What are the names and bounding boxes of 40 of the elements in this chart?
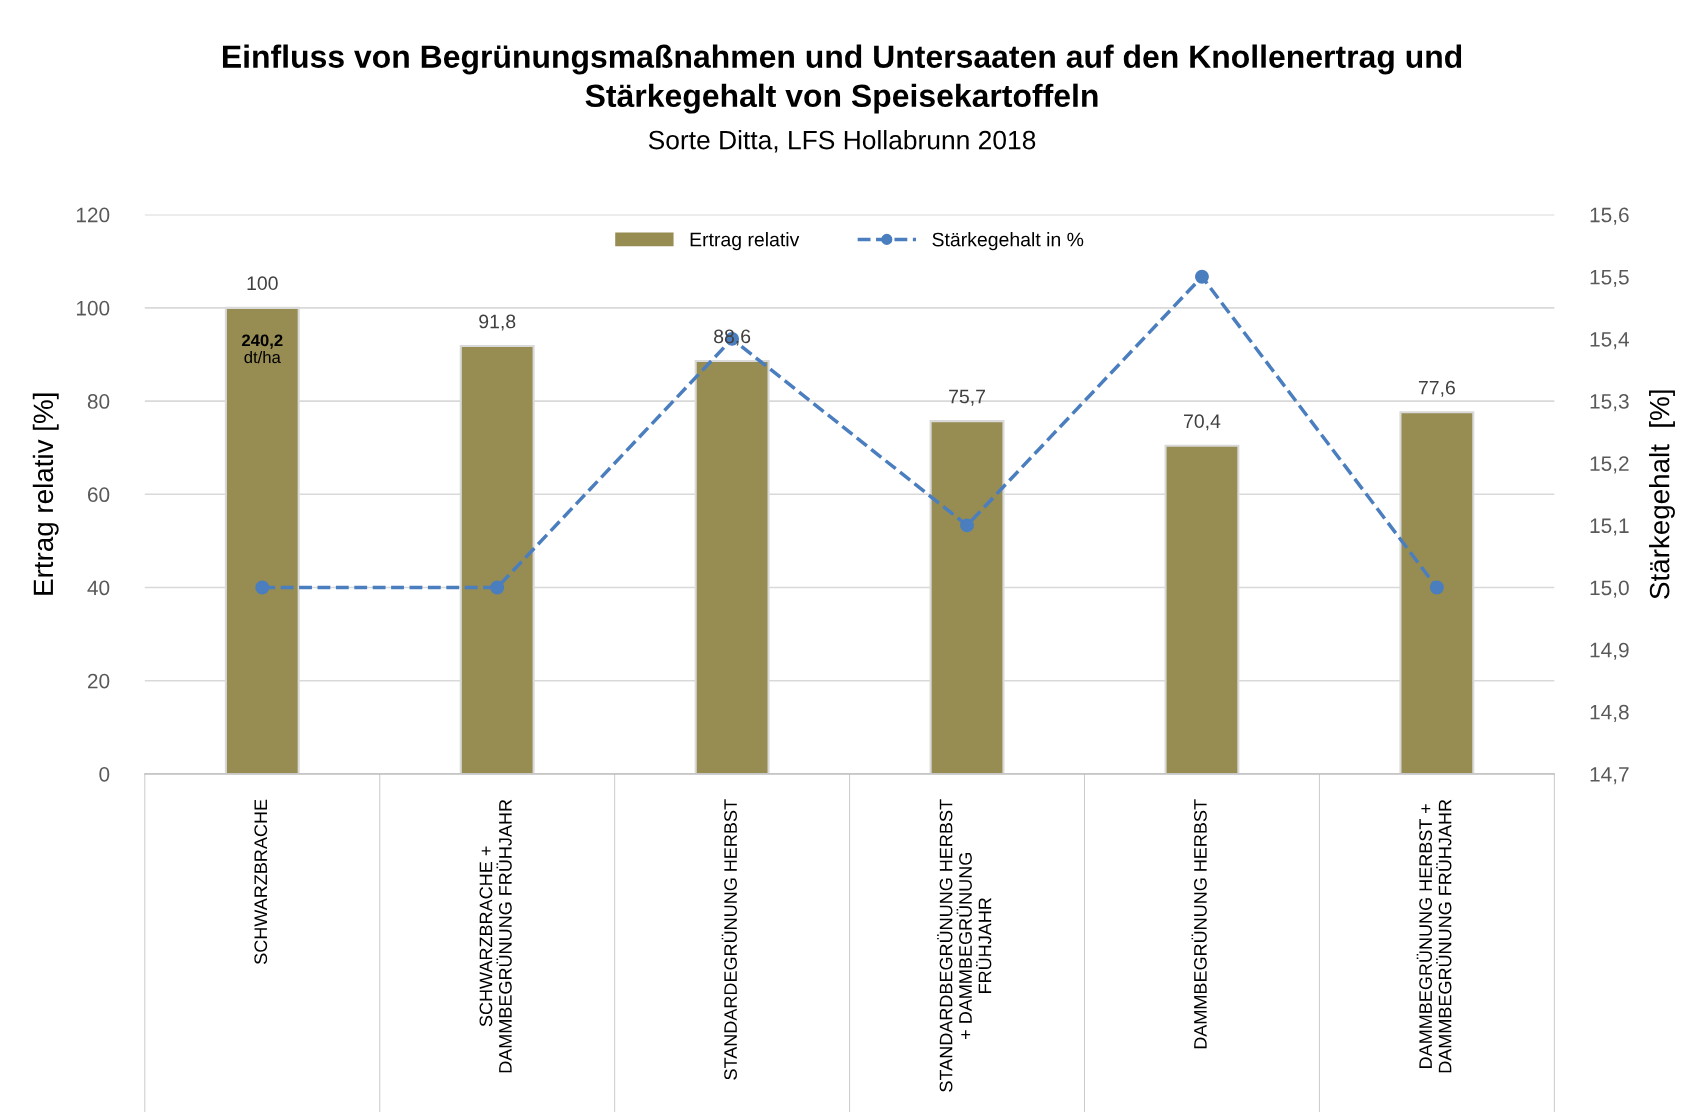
point (960, 518, 974, 533)
y2-tick-label: 15,2 (1590, 456, 1629, 474)
y-tick-label: 60 (87, 487, 110, 503)
legend-label: Ertrag relativ (690, 232, 800, 251)
data-label: 77,6 (1418, 380, 1455, 397)
point (1195, 269, 1209, 284)
x-tick-label: STANDARDEGRÜNUNG HERBST (721, 799, 737, 1080)
y2-tick-label: 15,4 (1590, 332, 1629, 350)
data-label: 70,4 (1184, 414, 1221, 431)
y2-tick-label: 15,3 (1590, 394, 1629, 412)
y2-tick-label: 15,6 (1590, 207, 1629, 225)
y-tick-label: 120 (76, 207, 110, 223)
y-tick-label: 20 (87, 673, 110, 689)
point (1429, 580, 1444, 595)
data-label: 100 (247, 276, 278, 291)
x-tick-label: DAMMBEGRÜNUNG HERBST + DAMMBEGRÜNUNG FRÜHJAHR (1416, 799, 1452, 1073)
data-label: 91,8 (479, 314, 516, 331)
y-tick-label: 100 (76, 300, 110, 316)
y2-tick-label: 15,0 (1590, 580, 1629, 598)
point (490, 580, 505, 595)
chart-subtitle: Sorte Ditta, LFS Hollabrunn 2018 (648, 130, 1036, 153)
y2-tick-label: 14,8 (1590, 704, 1629, 723)
data-label: 75,7 (949, 389, 985, 406)
legend-label: Stärkegehalt in % (932, 232, 1084, 251)
x-tick-label: DAMMBEGRÜNUNG HERBST (1191, 799, 1207, 1049)
x-tick-label: SCHWARZBRACHE (254, 799, 268, 964)
y2-tick-label: 15,1 (1590, 518, 1629, 536)
y2-tick-label: 15,5 (1590, 269, 1629, 287)
x-tick-label: SCHWARZBRACHE + DAMMBEGRÜNUNG FRÜHJAHR (479, 799, 512, 1073)
x-tick-label: STANDARDBEGRÜNUNG HERBST + DAMMBEGRÜNUNG FRÜHJAHR (937, 799, 992, 1092)
y2-tick-label: 14,7 (1590, 767, 1629, 785)
y-tick-label: 40 (87, 580, 110, 596)
annotation: 240,2 dt/ha (242, 334, 283, 364)
y2-tick-label: 14,9 (1590, 642, 1629, 660)
y-axis-title: Ertrag relativ [%] (32, 393, 59, 595)
y-tick-label: 80 (87, 394, 110, 409)
chart-title: Einfluss von Begrünungsmaßnahmen und Untersaaten auf den Knollenertrag und Stärkegehalt von Speisekartoffeln (222, 44, 1462, 114)
y-tick-label: 0 (99, 766, 110, 782)
point (255, 580, 270, 595)
y2-axis-title: Stärkegehalt [%] (1649, 390, 1675, 599)
